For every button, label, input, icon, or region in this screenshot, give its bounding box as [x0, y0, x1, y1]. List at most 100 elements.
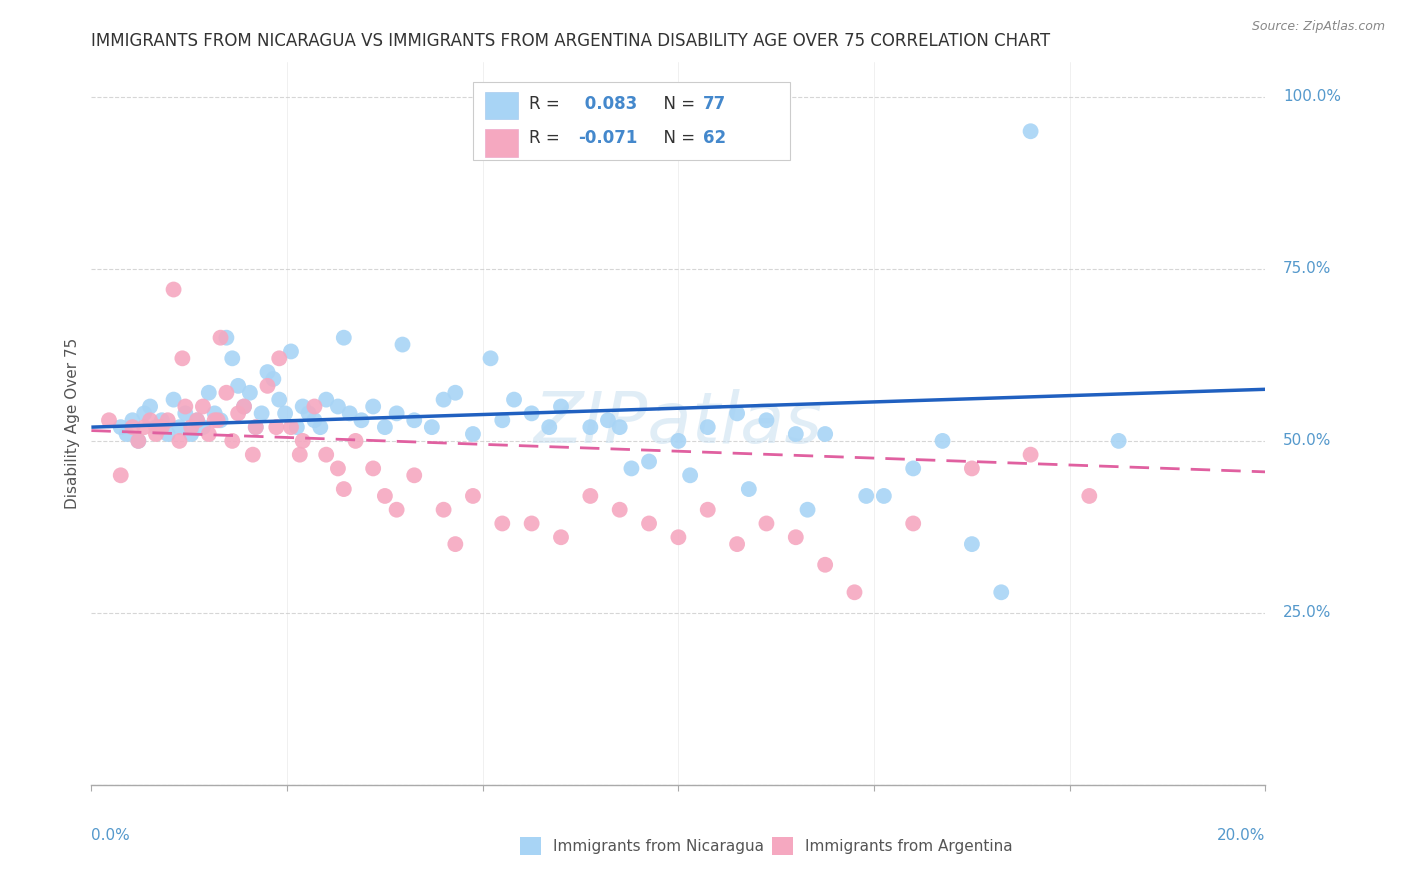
Point	[339, 406, 361, 420]
Point	[110, 420, 132, 434]
Point	[609, 502, 631, 516]
Point	[814, 558, 837, 572]
Point	[679, 468, 702, 483]
Point	[209, 331, 232, 345]
Point	[204, 413, 226, 427]
Text: N =: N =	[652, 95, 700, 112]
Point	[98, 413, 121, 427]
Point	[420, 420, 443, 434]
Point	[725, 537, 748, 551]
Point	[579, 420, 602, 434]
Point	[461, 489, 484, 503]
Point	[550, 530, 572, 544]
Text: Source: ZipAtlas.com: Source: ZipAtlas.com	[1251, 20, 1385, 33]
Text: 0.0%: 0.0%	[91, 829, 131, 843]
Point	[755, 413, 778, 427]
Point	[326, 461, 349, 475]
Point	[361, 400, 384, 414]
Text: -0.071: -0.071	[579, 129, 638, 147]
Point	[344, 434, 367, 448]
Bar	[485, 129, 517, 156]
Point	[696, 502, 718, 516]
Text: N =: N =	[652, 129, 700, 147]
Point	[755, 516, 778, 531]
Point	[796, 502, 818, 516]
Point	[315, 448, 337, 462]
Point	[172, 351, 194, 366]
Point	[666, 434, 689, 448]
Point	[291, 434, 314, 448]
Point	[666, 530, 689, 544]
Point	[785, 427, 807, 442]
Point	[1108, 434, 1130, 448]
Text: 20.0%: 20.0%	[1218, 829, 1265, 843]
Point	[361, 461, 384, 475]
Point	[738, 482, 761, 496]
Point	[404, 413, 426, 427]
Point	[433, 502, 456, 516]
Point	[145, 420, 167, 434]
Point	[479, 351, 502, 366]
Text: 0.083: 0.083	[579, 95, 637, 112]
Point	[990, 585, 1012, 599]
Point	[538, 420, 561, 434]
Point	[873, 489, 896, 503]
Point	[285, 420, 308, 434]
Point	[204, 406, 226, 420]
Point	[245, 420, 267, 434]
Point	[162, 392, 184, 407]
Point	[266, 420, 288, 434]
Point	[245, 420, 267, 434]
Point	[127, 434, 149, 448]
Point	[215, 331, 238, 345]
Point	[121, 413, 143, 427]
Point	[491, 516, 513, 531]
Point	[291, 400, 314, 414]
Point	[491, 413, 513, 427]
Point	[433, 392, 456, 407]
Bar	[520, 838, 541, 855]
Point	[960, 461, 983, 475]
Point	[191, 420, 214, 434]
Point	[931, 434, 953, 448]
Point	[134, 420, 156, 434]
Text: R =: R =	[529, 129, 565, 147]
Point	[1019, 448, 1042, 462]
Point	[221, 434, 243, 448]
Point	[374, 420, 396, 434]
Point	[385, 406, 408, 420]
Point	[269, 351, 291, 366]
Point	[960, 537, 983, 551]
Point	[262, 372, 284, 386]
Point	[444, 537, 467, 551]
Point	[256, 365, 278, 379]
Point	[855, 489, 877, 503]
Point	[404, 468, 426, 483]
Point	[250, 406, 273, 420]
Point	[207, 413, 229, 427]
Point	[169, 420, 191, 434]
Point	[233, 400, 256, 414]
Point	[288, 448, 311, 462]
Point	[197, 385, 219, 400]
Point	[385, 502, 408, 516]
Point	[503, 392, 526, 407]
Point	[579, 489, 602, 503]
Point	[304, 413, 326, 427]
Point	[274, 406, 297, 420]
Text: 25.0%: 25.0%	[1284, 606, 1331, 621]
Point	[226, 379, 249, 393]
Bar	[772, 838, 793, 855]
Point	[333, 482, 356, 496]
Point	[269, 392, 291, 407]
Point	[156, 413, 179, 427]
Point	[550, 400, 572, 414]
Point	[242, 448, 264, 462]
Point	[596, 413, 619, 427]
Point	[139, 413, 162, 427]
Text: Immigrants from Argentina: Immigrants from Argentina	[806, 838, 1012, 854]
Point	[115, 427, 138, 442]
Point	[785, 530, 807, 544]
Point	[391, 337, 413, 351]
Point	[127, 434, 149, 448]
